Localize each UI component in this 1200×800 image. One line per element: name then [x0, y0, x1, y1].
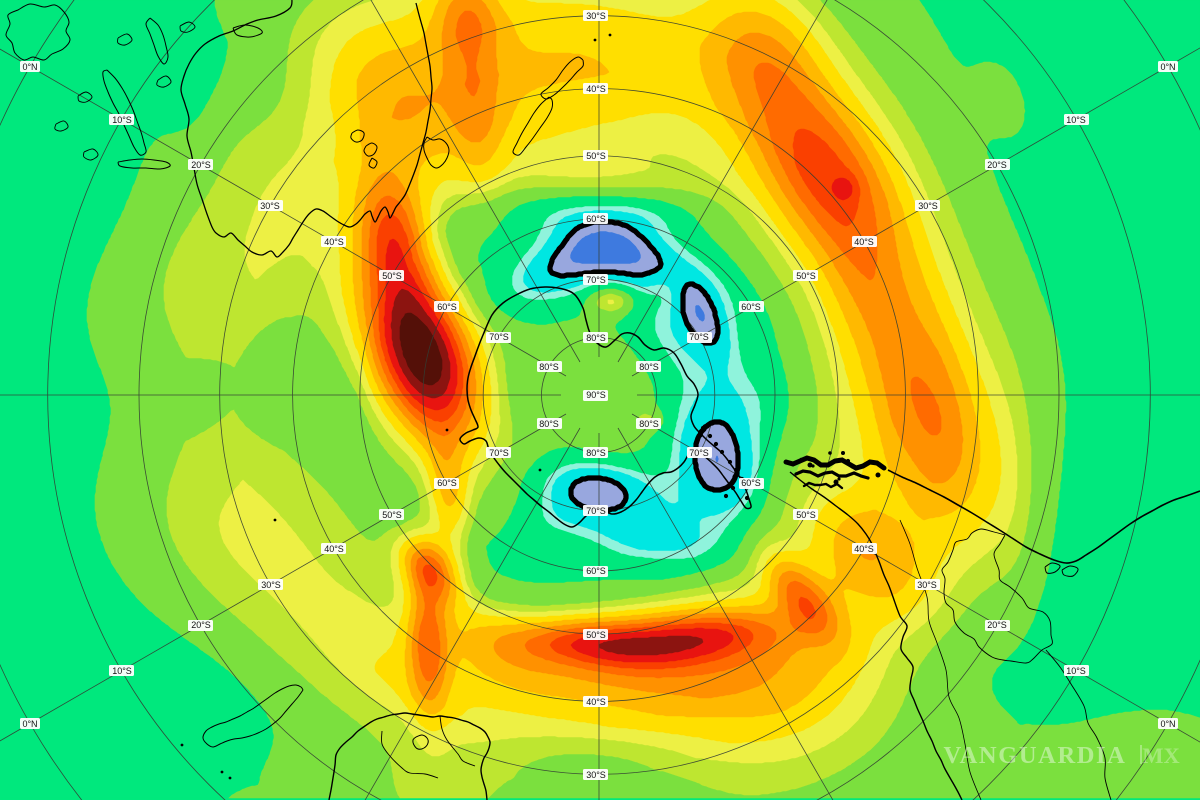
svg-text:50°S: 50°S: [796, 510, 816, 520]
svg-text:40°S: 40°S: [854, 237, 874, 247]
svg-text:60°S: 60°S: [437, 478, 457, 488]
svg-text:80°S: 80°S: [639, 419, 659, 429]
svg-text:70°S: 70°S: [586, 275, 606, 285]
svg-text:70°S: 70°S: [586, 506, 606, 516]
svg-text:80°S: 80°S: [586, 448, 606, 458]
svg-text:60°S: 60°S: [437, 302, 457, 312]
svg-text:70°S: 70°S: [489, 448, 509, 458]
svg-text:10°S: 10°S: [1066, 666, 1086, 676]
svg-text:30°S: 30°S: [260, 201, 280, 211]
svg-text:40°S: 40°S: [324, 544, 344, 554]
svg-text:50°S: 50°S: [796, 271, 816, 281]
svg-text:20°S: 20°S: [987, 160, 1007, 170]
svg-text:20°S: 20°S: [987, 620, 1007, 630]
svg-text:80°S: 80°S: [539, 362, 559, 372]
svg-text:10°S: 10°S: [112, 666, 132, 676]
svg-text:20°S: 20°S: [191, 620, 211, 630]
svg-text:50°S: 50°S: [586, 630, 606, 640]
svg-text:MX: MX: [1142, 743, 1180, 768]
svg-text:80°S: 80°S: [539, 419, 559, 429]
svg-text:10°S: 10°S: [112, 115, 132, 125]
svg-text:40°S: 40°S: [586, 84, 606, 94]
svg-text:70°S: 70°S: [689, 332, 709, 342]
svg-text:30°S: 30°S: [917, 580, 937, 590]
svg-text:70°S: 70°S: [689, 448, 709, 458]
svg-text:20°S: 20°S: [191, 160, 211, 170]
svg-text:70°S: 70°S: [489, 332, 509, 342]
svg-text:80°S: 80°S: [639, 362, 659, 372]
svg-text:50°S: 50°S: [382, 271, 402, 281]
svg-text:30°S: 30°S: [261, 580, 281, 590]
svg-text:0°N: 0°N: [22, 62, 37, 72]
svg-text:0°N: 0°N: [1160, 719, 1175, 729]
svg-text:0°N: 0°N: [1160, 62, 1175, 72]
svg-text:10°S: 10°S: [1066, 115, 1086, 125]
svg-text:0°N: 0°N: [22, 719, 37, 729]
svg-text:90°S: 90°S: [586, 390, 606, 400]
svg-text:50°S: 50°S: [586, 151, 606, 161]
svg-text:50°S: 50°S: [382, 510, 402, 520]
svg-text:60°S: 60°S: [586, 214, 606, 224]
svg-text:60°S: 60°S: [586, 566, 606, 576]
svg-text:40°S: 40°S: [586, 697, 606, 707]
svg-text:40°S: 40°S: [854, 544, 874, 554]
svg-text:40°S: 40°S: [324, 237, 344, 247]
svg-text:30°S: 30°S: [918, 201, 938, 211]
svg-text:60°S: 60°S: [741, 302, 761, 312]
svg-text:80°S: 80°S: [586, 333, 606, 343]
svg-text:60°S: 60°S: [741, 478, 761, 488]
svg-text:30°S: 30°S: [586, 770, 606, 780]
svg-text:30°S: 30°S: [586, 11, 606, 21]
svg-text:VANGUARDIA: VANGUARDIA: [944, 742, 1127, 769]
